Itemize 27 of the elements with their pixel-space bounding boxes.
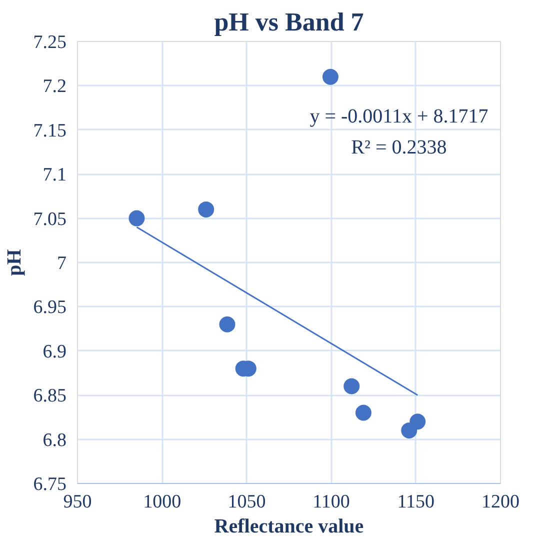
y-tick-label: 7.2 [42,76,66,98]
x-tick-label: 1100 [312,492,350,512]
chart-title: pH vs Band 7 [214,8,364,36]
point [410,414,426,430]
point [198,201,214,218]
annotation: y = -0.0011x + 8.1717 [310,106,488,128]
y-tick-label: 6.85 [33,386,66,407]
y-axis-title: pH [3,248,26,276]
point [322,68,338,85]
x-axis-title: Reflectance value [214,516,364,538]
annotation: R² = 0.2338 [351,136,447,159]
y-tick-label: 6.95 [33,297,66,318]
y-tick-label: 6.9 [42,341,66,362]
y-tick-label: 6.8 [42,430,66,451]
x-tick-label: 1200 [482,492,520,512]
y-tick-label: 7.15 [33,120,66,142]
point [128,210,145,226]
x-tick-label: 1000 [143,492,182,512]
point [344,378,360,394]
y-tick-label: 7 [57,253,66,274]
x-tick-label: 1050 [228,492,266,512]
x-tick-label: 1150 [397,492,435,512]
y-tick-label: 7.1 [42,164,66,186]
y-tick-label: 7.05 [33,208,66,230]
point [219,316,236,332]
y-tick-label: 7.25 [33,32,66,53]
point [355,404,372,421]
